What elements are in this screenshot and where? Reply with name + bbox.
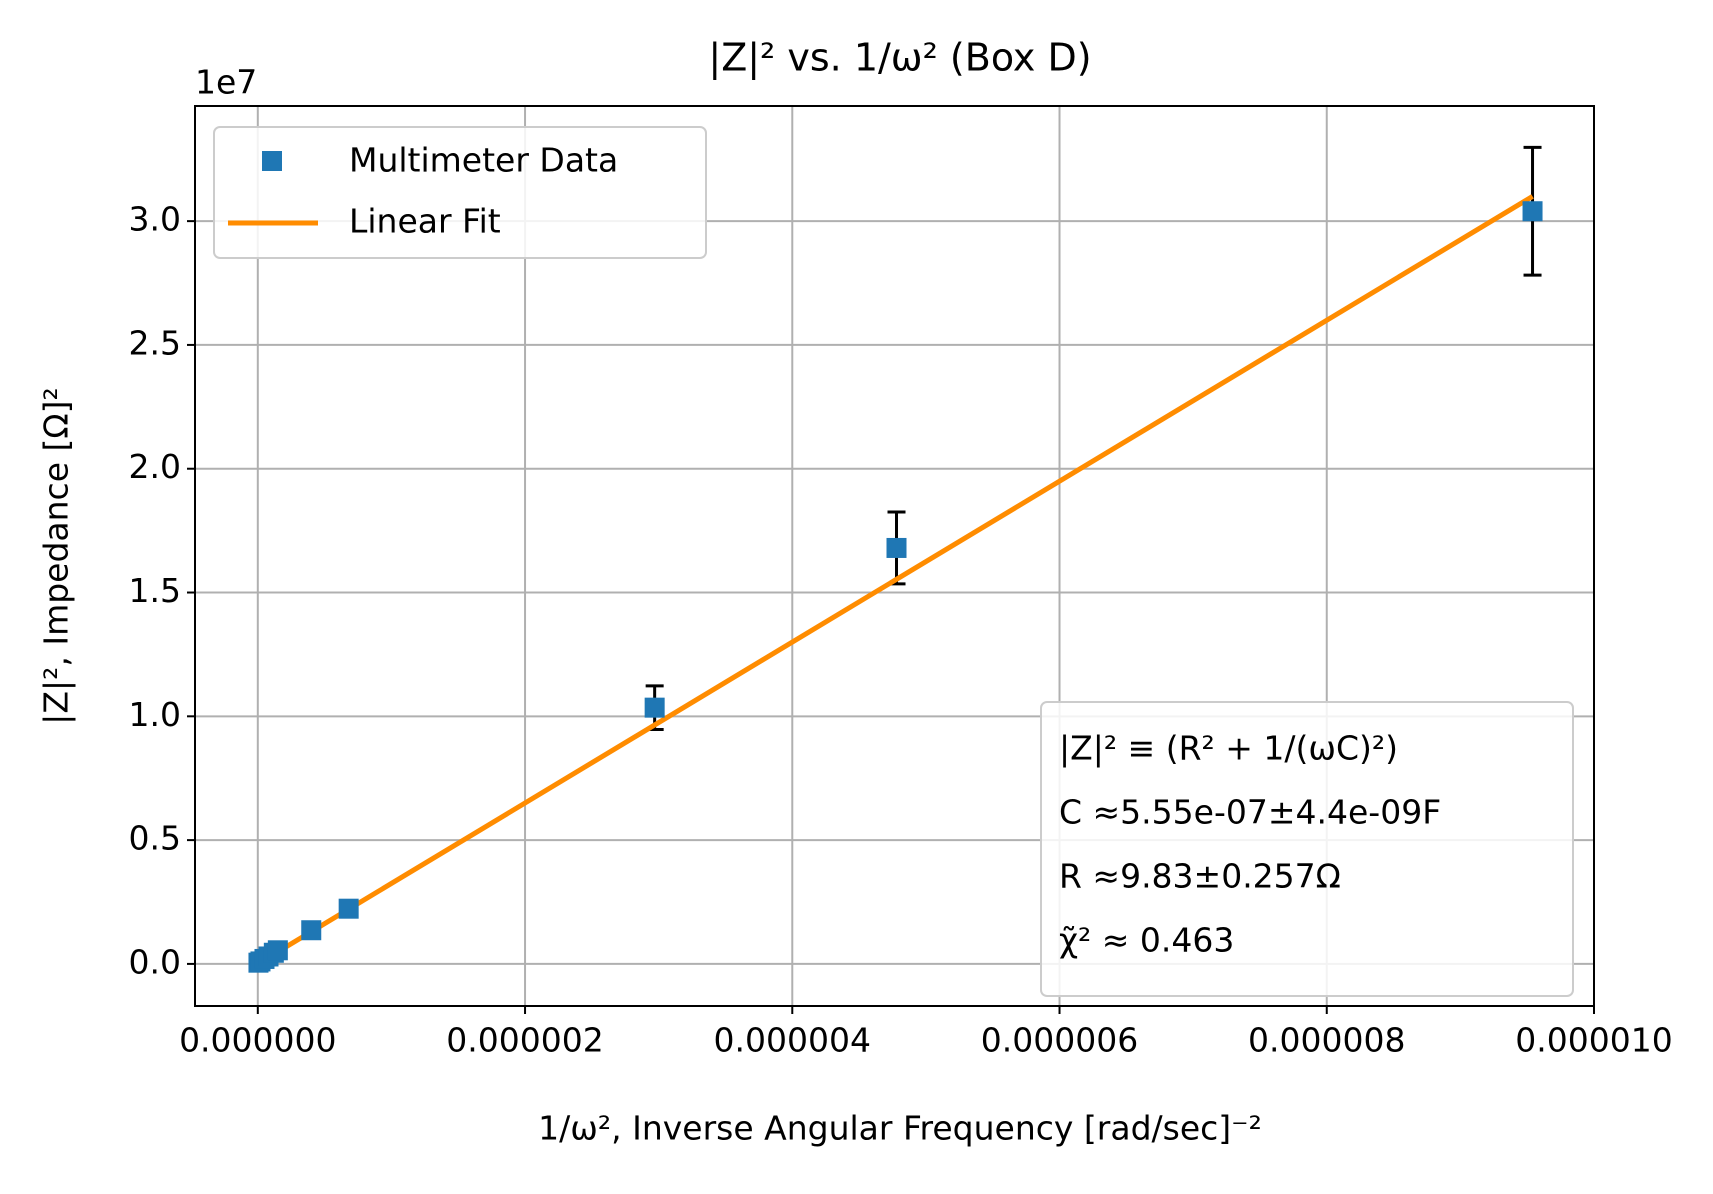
annotation: R ≈9.83±0.257Ω	[1059, 857, 1341, 896]
fit-line	[256, 194, 1534, 967]
legend-label: Linear Fit	[349, 202, 501, 241]
annotation: χ̃² ≈ 0.463	[1059, 921, 1234, 960]
y-tick-label: 2.0	[129, 447, 181, 486]
annotation-box	[1040, 701, 1574, 997]
x-tick-label: 0.000010	[1515, 1021, 1672, 1060]
chart-title: |Z|² vs. 1/ω² (Box D)	[708, 36, 1091, 81]
y-axis-label: |Z|², Impedance [Ω]²	[37, 387, 76, 724]
data-point	[644, 697, 665, 718]
y-tick-label: 2.5	[129, 323, 181, 362]
data-point	[301, 920, 322, 941]
x-tick-label: 0.000000	[179, 1021, 336, 1060]
x-tick-label: 0.000004	[714, 1021, 871, 1060]
x-axis-label: 1/ω², Inverse Angular Frequency [rad/sec…	[538, 1109, 1262, 1148]
annotation: C ≈5.55e-07±4.4e-09F	[1059, 793, 1441, 832]
y-tick-label: 0.5	[129, 819, 181, 858]
y-tick-label: 1.5	[129, 571, 181, 610]
data-point	[338, 898, 359, 919]
annotation: |Z|² ≡ (R² + 1/(ωC)²)	[1059, 729, 1398, 768]
x-tick-label: 0.000002	[446, 1021, 603, 1060]
data-point	[267, 940, 288, 961]
y-tick-label: 0.0	[129, 942, 181, 981]
data-point	[886, 537, 907, 558]
data-point	[1522, 201, 1543, 222]
x-tick-label: 0.000006	[981, 1021, 1138, 1060]
plot-frame	[194, 105, 1595, 1007]
legend-marker	[262, 151, 282, 171]
y-tick-label: 1.0	[129, 695, 181, 734]
y-offset: 1e7	[195, 63, 257, 102]
y-tick-label: 3.0	[129, 200, 181, 239]
legend-label: Multimeter Data	[349, 141, 618, 180]
x-tick-label: 0.000008	[1248, 1021, 1405, 1060]
legend-box	[213, 126, 707, 259]
